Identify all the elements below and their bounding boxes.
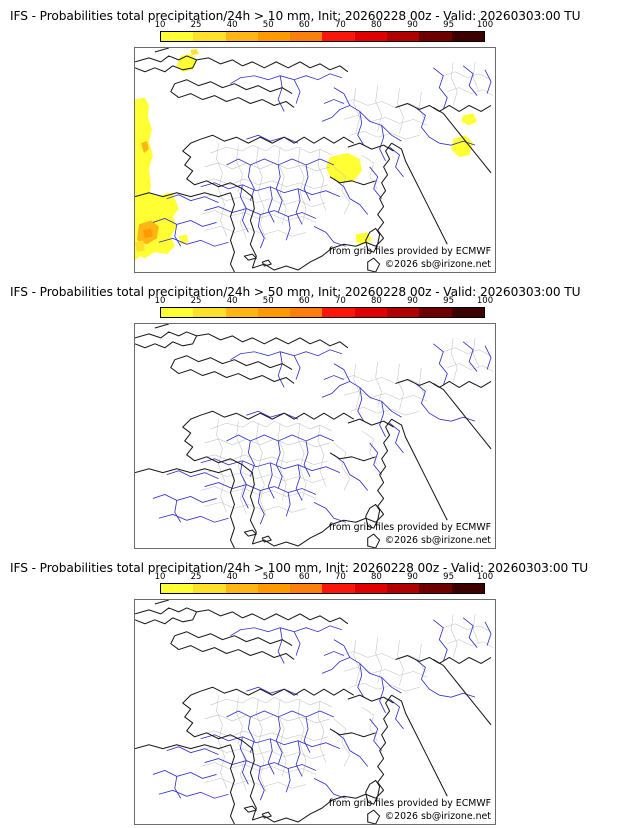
credit-copyright: ©2026 sb@irizone.net (384, 259, 491, 270)
colorbar: 10 25 40 50 60 70 80 90 95 100 (155, 572, 494, 595)
panel-title: IFS - Probabilities total precipitation/… (10, 561, 589, 575)
colorbar-swatch-5 (322, 584, 355, 593)
colorbar-swatch-7 (387, 308, 420, 317)
colorbar-tick-40: 40 (226, 20, 238, 30)
colorbar-tick-80: 80 (371, 20, 382, 30)
colorbar-tick-25: 25 (190, 572, 202, 582)
credit-ecmwf: from grib files provided by ECMWF (328, 798, 491, 809)
colorbar-tick-50: 50 (262, 296, 274, 306)
map-canvas[interactable]: from grib files provided by ECMWF ©2026 … (134, 323, 496, 549)
colorbar-tick-95: 95 (443, 296, 455, 306)
colorbar-tick-60: 60 (298, 296, 310, 306)
colorbar-swatch-2 (225, 308, 258, 317)
precip-probability-layer (135, 48, 478, 261)
colorbar-tick-90: 90 (407, 296, 418, 306)
coastline-layer (135, 48, 492, 272)
colorbar-tick-25: 25 (190, 20, 202, 30)
credit-copyright: ©2026 sb@irizone.net (384, 535, 491, 546)
colorbar-swatch-6 (354, 584, 388, 593)
colorbar-tick-80: 80 (371, 296, 382, 306)
colorbar-tick-10: 10 (154, 296, 166, 306)
colorbar-tick-70: 70 (334, 20, 346, 30)
colorbar-tick-25: 25 (190, 296, 202, 306)
colorbar-swatch-3 (257, 32, 291, 41)
colorbar-swatches (160, 307, 485, 318)
forecast-panel-50mm: IFS - Probabilities total precipitation/… (0, 276, 630, 552)
colorbar-swatch-4 (290, 32, 323, 41)
colorbar-tick-90: 90 (407, 572, 418, 582)
colorbar-tick-10: 10 (154, 572, 166, 582)
colorbar-swatch-0 (161, 584, 194, 593)
credit-ecmwf: from grib files provided by ECMWF (328, 246, 491, 257)
colorbar-swatch-0 (161, 32, 194, 41)
forecast-panel-100mm: IFS - Probabilities total precipitation/… (0, 552, 630, 828)
admin-boundaries-layer (198, 613, 494, 793)
colorbar: 10 25 40 50 60 70 80 90 95 100 (155, 296, 494, 319)
colorbar-tick-60: 60 (298, 572, 310, 582)
colorbar-swatch-7 (387, 584, 420, 593)
colorbar-swatches (160, 31, 485, 42)
colorbar-swatch-4 (290, 308, 323, 317)
rivers-layer (152, 617, 492, 801)
colorbar-tick-40: 40 (226, 572, 238, 582)
map-graphic (135, 324, 494, 548)
colorbar-swatch-1 (193, 32, 226, 41)
forecast-panel-10mm: IFS - Probabilities total precipitation/… (0, 0, 630, 276)
colorbar-swatch-1 (193, 584, 226, 593)
colorbar-tick-80: 80 (371, 572, 382, 582)
colorbar-swatch-4 (290, 584, 323, 593)
coastline-layer (135, 324, 492, 548)
map-canvas[interactable]: from grib files provided by ECMWF ©2026 … (134, 599, 496, 825)
credit-copyright: ©2026 sb@irizone.net (384, 811, 491, 822)
colorbar-ticks: 10 25 40 50 60 70 80 90 95 100 (155, 20, 494, 31)
colorbar-swatch-9 (451, 584, 484, 593)
colorbar-tick-40: 40 (226, 296, 238, 306)
colorbar-tick-60: 60 (298, 20, 310, 30)
colorbar-swatch-3 (257, 584, 291, 593)
colorbar: 10 25 40 50 60 70 80 90 95 100 (155, 20, 494, 43)
colorbar-swatch-9 (451, 32, 484, 41)
colorbar-tick-70: 70 (334, 572, 346, 582)
admin-boundaries-layer (198, 61, 494, 241)
colorbar-swatch-0 (161, 308, 194, 317)
colorbar-tick-90: 90 (407, 20, 418, 30)
colorbar-tick-100: 100 (476, 20, 494, 30)
colorbar-swatch-3 (257, 308, 291, 317)
colorbar-tick-70: 70 (334, 296, 346, 306)
colorbar-swatch-2 (225, 32, 258, 41)
colorbar-ticks: 10 25 40 50 60 70 80 90 95 100 (155, 572, 494, 583)
panel-title: IFS - Probabilities total precipitation/… (10, 9, 581, 23)
rivers-layer (152, 341, 492, 525)
map-canvas[interactable]: from grib files provided by ECMWF ©2026 … (134, 47, 496, 273)
colorbar-swatch-6 (354, 308, 388, 317)
colorbar-swatch-9 (451, 308, 484, 317)
colorbar-tick-10: 10 (154, 20, 166, 30)
admin-boundaries-layer (198, 337, 494, 517)
coastline-layer (135, 600, 492, 824)
colorbar-swatch-8 (419, 308, 452, 317)
credit-ecmwf: from grib files provided by ECMWF (328, 522, 491, 533)
colorbar-tick-50: 50 (262, 572, 274, 582)
colorbar-tick-95: 95 (443, 20, 455, 30)
colorbar-swatch-7 (387, 32, 420, 41)
colorbar-swatch-1 (193, 308, 226, 317)
colorbar-ticks: 10 25 40 50 60 70 80 90 95 100 (155, 296, 494, 307)
colorbar-swatch-2 (225, 584, 258, 593)
panel-title: IFS - Probabilities total precipitation/… (10, 285, 581, 299)
colorbar-swatch-5 (322, 308, 355, 317)
colorbar-tick-100: 100 (476, 572, 494, 582)
colorbar-tick-100: 100 (476, 296, 494, 306)
colorbar-swatch-8 (419, 32, 452, 41)
rivers-layer (152, 65, 492, 249)
colorbar-tick-95: 95 (443, 572, 455, 582)
map-graphic (135, 48, 494, 272)
colorbar-tick-50: 50 (262, 20, 274, 30)
map-graphic (135, 600, 494, 824)
colorbar-swatch-5 (322, 32, 355, 41)
colorbar-swatch-6 (354, 32, 388, 41)
colorbar-swatches (160, 583, 485, 594)
colorbar-swatch-8 (419, 584, 452, 593)
